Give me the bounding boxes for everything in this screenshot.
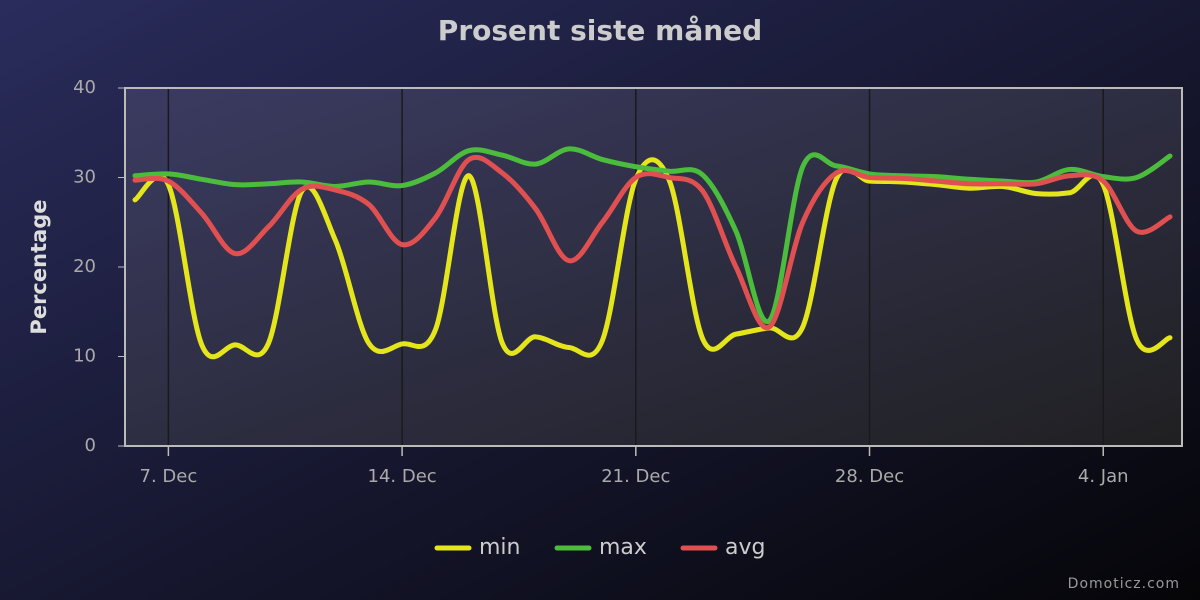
y-tick-label: 10 xyxy=(73,346,96,367)
chart-title: Prosent siste måned xyxy=(438,14,762,47)
y-tick-label: 40 xyxy=(73,77,96,98)
series-line xyxy=(132,154,1173,331)
series-line xyxy=(132,146,1173,325)
x-tick-label: 4. Jan xyxy=(1078,466,1129,487)
credits: Domoticz.com xyxy=(1068,576,1180,592)
legend-label: avg xyxy=(725,535,765,560)
x-tick-label: 28. Dec xyxy=(835,466,904,487)
y-axis-label: Percentage xyxy=(27,199,51,334)
series-line xyxy=(132,157,1173,360)
plot-area xyxy=(125,88,1182,446)
y-tick-label: 0 xyxy=(85,435,96,456)
x-tick-label: 21. Dec xyxy=(601,466,670,487)
x-tick-label: 7. Dec xyxy=(140,466,198,487)
legend-label: min xyxy=(479,535,521,560)
y-tick-label: 30 xyxy=(73,167,96,188)
y-tick-label: 20 xyxy=(73,256,96,277)
legend-label: max xyxy=(599,535,647,560)
x-tick-label: 14. Dec xyxy=(368,466,437,487)
